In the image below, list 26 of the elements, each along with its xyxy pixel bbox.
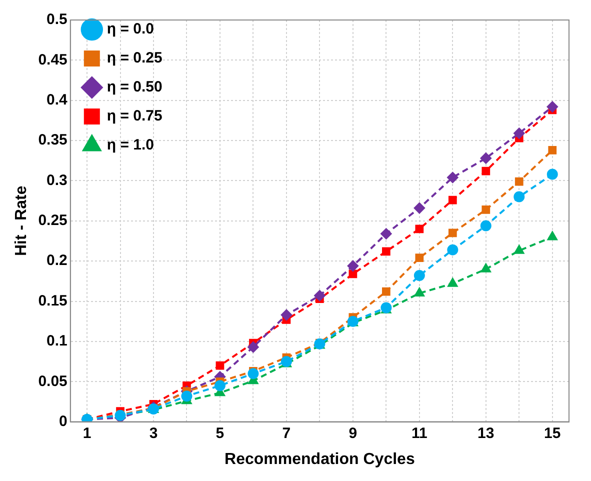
y-tick-label: 0.5 bbox=[46, 11, 68, 28]
x-tick-label: 3 bbox=[149, 424, 158, 442]
legend-label: η = 1.0 bbox=[106, 136, 154, 154]
y-tick-label: 0.3 bbox=[46, 172, 68, 189]
legend-label: η = 0.0 bbox=[106, 20, 154, 38]
x-tick-label: 7 bbox=[282, 424, 291, 442]
x-tick-label: 13 bbox=[478, 424, 494, 442]
x-tick-label: 11 bbox=[411, 424, 428, 442]
y-tick-label: 0.35 bbox=[38, 132, 68, 149]
y-tick-label: 0.05 bbox=[38, 372, 68, 390]
legend-label: η = 0.75 bbox=[106, 108, 162, 125]
y-tick-label: 0 bbox=[59, 412, 68, 430]
x-tick-label: 5 bbox=[216, 424, 224, 442]
x-axis-title: Recommendation Cycles bbox=[224, 450, 415, 468]
y-tick-label: 0.4 bbox=[46, 92, 68, 108]
y-tick-label: 0.45 bbox=[38, 51, 68, 68]
x-tick-label: 1 bbox=[82, 424, 92, 442]
legend-label: η = 0.25 bbox=[106, 50, 162, 67]
y-tick-label: 0.2 bbox=[46, 252, 68, 270]
x-tick-label: 15 bbox=[544, 424, 561, 442]
x-tick-label: 9 bbox=[348, 424, 358, 442]
y-tick-label: 0.15 bbox=[38, 292, 68, 310]
legend-label: η = 0.50 bbox=[106, 78, 162, 96]
y-tick-label: 0.25 bbox=[38, 212, 68, 230]
y-axis-title: Hit - Rate bbox=[13, 186, 30, 256]
y-tick-label: 0.1 bbox=[46, 332, 68, 350]
